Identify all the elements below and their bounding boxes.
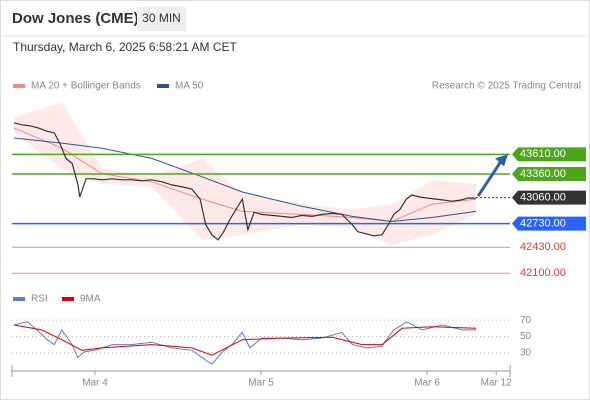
y-tick-label: 70 <box>520 315 532 326</box>
x-tick-label: Mar 4 <box>82 378 108 389</box>
rsi-line <box>14 324 477 356</box>
legend-swatch <box>62 297 74 301</box>
level-label: 42730.00 <box>520 218 566 230</box>
legend-swatch <box>13 297 25 301</box>
subtitle: Thursday, March 6, 2025 6:58:21 AM CET <box>13 40 238 54</box>
forecast-arrow <box>476 157 505 197</box>
level-label: 42100.00 <box>520 267 566 279</box>
x-tick-label: Mar 12 <box>481 378 513 389</box>
bollinger-fill <box>14 102 477 246</box>
legend-label: MA 50 <box>175 81 204 92</box>
level-box <box>512 167 586 181</box>
price-line <box>13 122 477 241</box>
level-label: 43610.00 <box>520 148 566 160</box>
level-label: 43360.00 <box>520 168 566 180</box>
ma50-line <box>14 137 477 223</box>
chart-title: Dow Jones (CME) <box>12 10 139 27</box>
legend-swatch <box>157 84 169 88</box>
legend-label: RSI <box>31 294 48 305</box>
level-label: 43060.00 <box>520 192 566 204</box>
level-box <box>512 147 586 162</box>
y-tick-label: 30 <box>520 347 532 358</box>
legend-label: MA 20 + Bollinger Bands <box>31 81 141 92</box>
y-tick-label: 50 <box>520 331 532 342</box>
legend-label: 9MA <box>80 294 101 305</box>
level-label: 42430.00 <box>520 241 566 253</box>
ma20-line <box>13 127 477 223</box>
legend-swatch <box>13 84 25 88</box>
x-tick-label: Mar 5 <box>248 378 274 389</box>
level-box <box>512 216 586 231</box>
timeframe: 30 MIN <box>142 11 181 25</box>
forecast-arrow-head <box>495 154 508 167</box>
level-box <box>512 190 586 205</box>
x-tick-label: Mar 6 <box>414 378 440 389</box>
timeframe-badge <box>137 7 186 31</box>
source: Research © 2025 Trading Central <box>432 81 581 92</box>
